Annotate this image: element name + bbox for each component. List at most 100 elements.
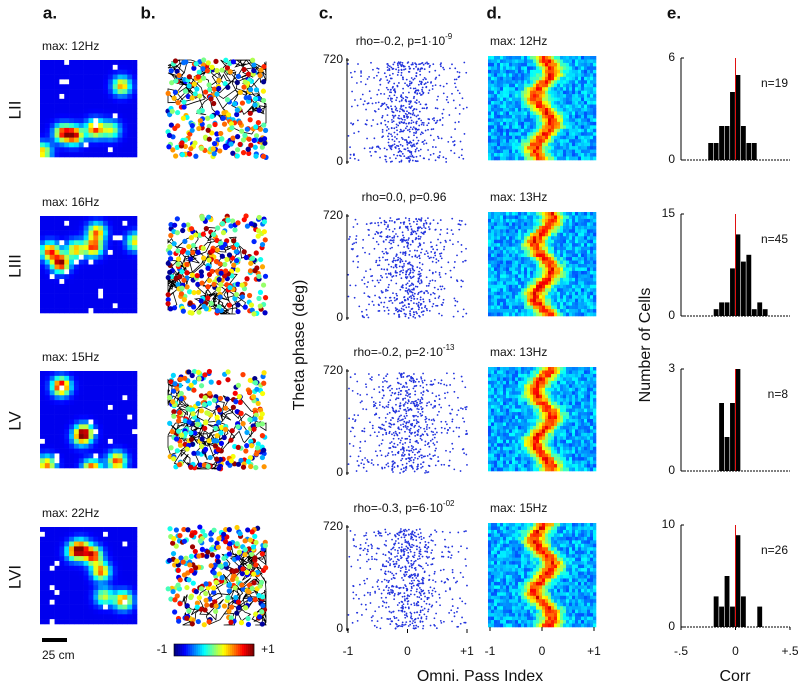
rate-map-cell (103, 288, 109, 294)
phase-cell (497, 125, 501, 130)
scatter-dot (391, 114, 394, 117)
spike (189, 272, 196, 278)
phase-cell (527, 118, 531, 123)
spike (250, 57, 256, 63)
scatter-dot (390, 279, 393, 282)
scatter-dot (367, 234, 370, 236)
rate-map-cell (88, 308, 94, 314)
scatter-dot (413, 95, 416, 98)
scatter-dot (416, 93, 419, 95)
phase-cell (566, 298, 570, 303)
rate-map-cell (44, 375, 50, 381)
phase-cell (560, 253, 564, 258)
rate-map-cell (69, 98, 75, 104)
phase-cell (584, 146, 588, 150)
spike (224, 256, 230, 263)
phase-cell (551, 90, 555, 95)
phase-cell (515, 128, 519, 133)
scatter-dot (410, 63, 413, 66)
spike (165, 260, 171, 266)
phase-cell (575, 149, 579, 154)
phase-cell (584, 222, 588, 227)
phase-cell (569, 108, 573, 112)
rate-map-cell (122, 74, 128, 80)
phase-cell (545, 94, 549, 98)
rate-map-cell (88, 89, 94, 95)
phase-cell (557, 264, 561, 268)
rate-map-cell (40, 108, 46, 114)
scatter-dot (398, 265, 401, 268)
phase-cell (581, 80, 585, 85)
scatter-dot (385, 227, 388, 230)
rate-map-cell (103, 283, 109, 290)
phase-cell (557, 232, 561, 237)
scatter-dot (462, 107, 465, 110)
colorbar-label: +1 (261, 642, 275, 656)
rate-map-cell (44, 400, 50, 406)
scatter-dot (385, 103, 388, 106)
phase-cell (542, 274, 546, 279)
spike (198, 145, 205, 151)
phase-cell (509, 225, 513, 230)
phase-cell (536, 246, 540, 251)
scatter-dot (377, 71, 380, 74)
rate-map-cell (83, 137, 89, 143)
scatter-dot (391, 118, 393, 121)
rate-map-cell (49, 132, 55, 138)
spike (251, 68, 257, 74)
phase-cell (578, 101, 582, 105)
phase-cell (554, 149, 558, 154)
rate-map-cell (103, 235, 109, 241)
phase-cell (524, 225, 528, 230)
scatter-dot (378, 296, 381, 299)
scatter-dot (427, 128, 429, 131)
phase-cell (584, 118, 588, 123)
rate-map-cell (132, 98, 138, 104)
phase-cell (533, 257, 537, 261)
spike (255, 228, 262, 234)
phase-cell (572, 291, 576, 296)
rate-map-cell (78, 103, 84, 109)
phase-cell (491, 309, 495, 313)
scatter-dot (396, 259, 399, 262)
scale-bar-label: 25 cm (42, 648, 75, 662)
phase-cell (557, 267, 561, 272)
spike (230, 135, 236, 141)
phase-cell (530, 69, 534, 74)
phase-cell (491, 125, 495, 130)
phase-cell (584, 76, 588, 81)
phase-cell (503, 69, 507, 74)
rate-map-cell (107, 152, 114, 158)
colorbar-cell (216, 644, 219, 656)
scatter-dot (387, 309, 390, 312)
scatter-dot (425, 78, 427, 81)
scatter-dot (380, 92, 382, 95)
phase-cell (509, 298, 513, 303)
phase-cell (584, 56, 588, 60)
phase-cell (506, 90, 510, 95)
rate-map-cell (40, 409, 46, 415)
rate-map-cell (93, 303, 99, 309)
rate-map-cell (112, 245, 118, 251)
phase-cell (590, 260, 594, 265)
scatter-dot (388, 228, 391, 231)
scatter-dot (441, 112, 444, 115)
rate-map-cell (122, 132, 128, 138)
y-axis-label: Number of Cells (637, 288, 654, 403)
rate-map-cell (73, 225, 80, 231)
rate-map-cell (49, 235, 55, 241)
phase-cell (584, 128, 588, 133)
scatter-dot (404, 68, 407, 70)
phase-cell (497, 250, 501, 254)
phase-cell (557, 62, 561, 67)
scatter-dot (435, 258, 438, 261)
phase-cell (536, 270, 540, 275)
scatter-dot (427, 255, 430, 258)
phase-cell (593, 156, 597, 161)
rate-map-cell (122, 298, 128, 304)
scatter-dot (403, 65, 406, 68)
rate-map-cell (107, 274, 114, 280)
phase-cell (584, 281, 588, 286)
phase-cell (581, 125, 585, 130)
phase-cell (536, 232, 540, 237)
